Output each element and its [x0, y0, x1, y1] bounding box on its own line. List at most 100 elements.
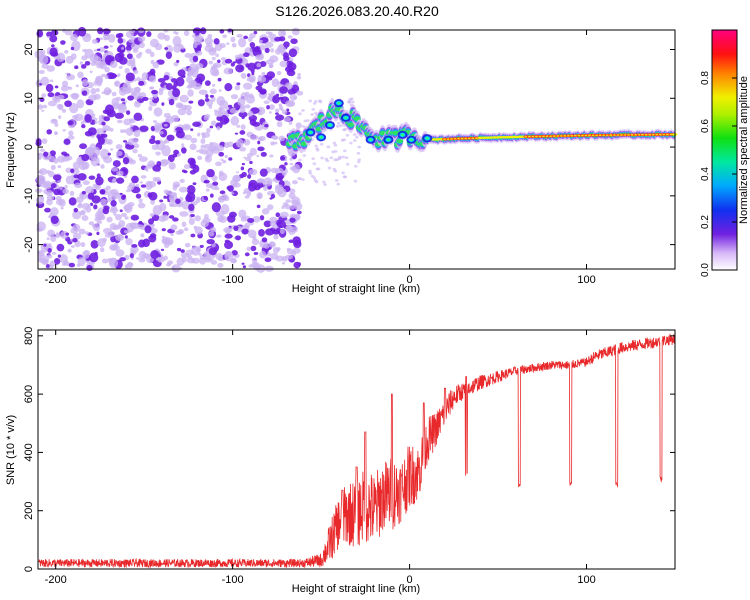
chart-title: S126.2026.083.20.40.R20 — [275, 3, 439, 19]
noise-dot — [322, 180, 326, 184]
noise-dot — [81, 190, 86, 195]
noise-dot — [289, 205, 295, 210]
noise-dot — [41, 138, 48, 144]
noise-dot — [241, 228, 249, 235]
noise-dot — [94, 120, 98, 124]
noise-dot — [311, 107, 316, 111]
noise-dot — [221, 159, 227, 164]
noise-dot — [63, 138, 71, 145]
noise-dot — [205, 42, 213, 48]
noise-dot — [282, 172, 287, 176]
spectrogram-x-tick-label: -200 — [45, 274, 67, 286]
noise-dot — [115, 249, 125, 257]
noise-dot — [126, 50, 131, 53]
snr-y-tick-label: 200 — [23, 502, 35, 520]
colorbar-tick-label: 0.8 — [700, 71, 711, 85]
noise-dot — [65, 232, 70, 236]
noise-dot — [314, 144, 319, 148]
noise-dot — [61, 151, 68, 156]
noise-dot — [109, 207, 119, 213]
noise-dot — [291, 180, 298, 185]
noise-dot — [216, 145, 225, 152]
noise-dot — [283, 116, 292, 122]
noise-dot — [47, 100, 57, 107]
noise-dot — [84, 33, 91, 38]
noise-dot — [179, 178, 185, 184]
noise-dot — [98, 47, 105, 53]
noise-dot — [205, 94, 209, 99]
snr-y-axis: 0 200 400 600 800 — [23, 327, 675, 572]
noise-dot — [289, 188, 296, 194]
noise-dot — [121, 46, 125, 50]
noise-dot — [227, 185, 234, 192]
noise-dot — [224, 83, 233, 92]
noise-dot — [270, 193, 276, 199]
signal-core — [502, 135, 508, 139]
noise-dot — [54, 85, 59, 89]
noise-dot — [93, 80, 98, 86]
noise-dot — [84, 60, 91, 66]
noise-dot — [291, 163, 301, 174]
noise-dot — [93, 49, 98, 52]
noise-dot — [108, 257, 119, 268]
noise-dot — [188, 100, 194, 104]
spectrogram-y-tick-label: 0 — [23, 144, 35, 150]
noise-dot — [85, 206, 92, 213]
signal-blob — [391, 130, 399, 136]
signal-core — [516, 135, 522, 139]
noise-dot — [72, 223, 81, 232]
noise-dot — [357, 158, 362, 162]
noise-dot — [112, 102, 119, 110]
noise-dot — [46, 198, 53, 206]
noise-dot — [77, 26, 87, 37]
noise-dot — [279, 92, 284, 97]
noise-dot — [266, 105, 270, 110]
noise-dot — [161, 145, 171, 157]
noise-dot — [169, 203, 175, 208]
noise-dot — [271, 135, 278, 140]
noise-dot — [263, 220, 272, 228]
colorbar-tick-label: 0.4 — [700, 167, 711, 181]
noise-dot — [283, 158, 288, 162]
noise-dot — [287, 100, 296, 107]
noise-dot — [68, 197, 77, 206]
noise-dot — [244, 104, 251, 109]
noise-dot — [101, 121, 106, 126]
noise-dot — [214, 186, 220, 191]
noise-dot — [192, 164, 200, 173]
noise-dot — [291, 196, 301, 207]
noise-dot — [178, 186, 188, 193]
noise-dot — [183, 30, 190, 37]
noise-dot — [152, 120, 157, 123]
noise-dot — [91, 39, 98, 44]
noise-dot — [186, 184, 196, 195]
noise-dot — [341, 155, 345, 159]
noise-dot — [45, 189, 53, 197]
noise-dot — [275, 114, 285, 121]
noise-dot — [205, 148, 214, 157]
spectrogram-frame — [37, 29, 676, 270]
noise-dot — [177, 153, 181, 157]
signal-core — [509, 135, 515, 139]
noise-dot — [227, 214, 236, 223]
noise-dot — [71, 92, 79, 100]
noise-dot — [177, 108, 187, 116]
noise-dot — [310, 174, 315, 178]
noise-dot — [166, 239, 173, 245]
noise-dot — [296, 210, 302, 215]
noise-dot — [238, 111, 248, 118]
noise-dot — [64, 30, 73, 36]
noise-dot — [167, 154, 175, 163]
noise-dot — [249, 118, 257, 126]
noise-dot — [205, 183, 214, 189]
noise-dot — [297, 177, 302, 181]
noise-dot — [72, 114, 79, 120]
noise-dot — [333, 143, 338, 147]
noise-dot — [162, 238, 168, 243]
noise-dot — [46, 129, 53, 135]
noise-dot — [249, 160, 253, 165]
noise-dot — [319, 142, 324, 146]
noise-dot — [43, 151, 49, 157]
noise-dot — [218, 151, 225, 157]
noise-dot — [194, 34, 204, 42]
